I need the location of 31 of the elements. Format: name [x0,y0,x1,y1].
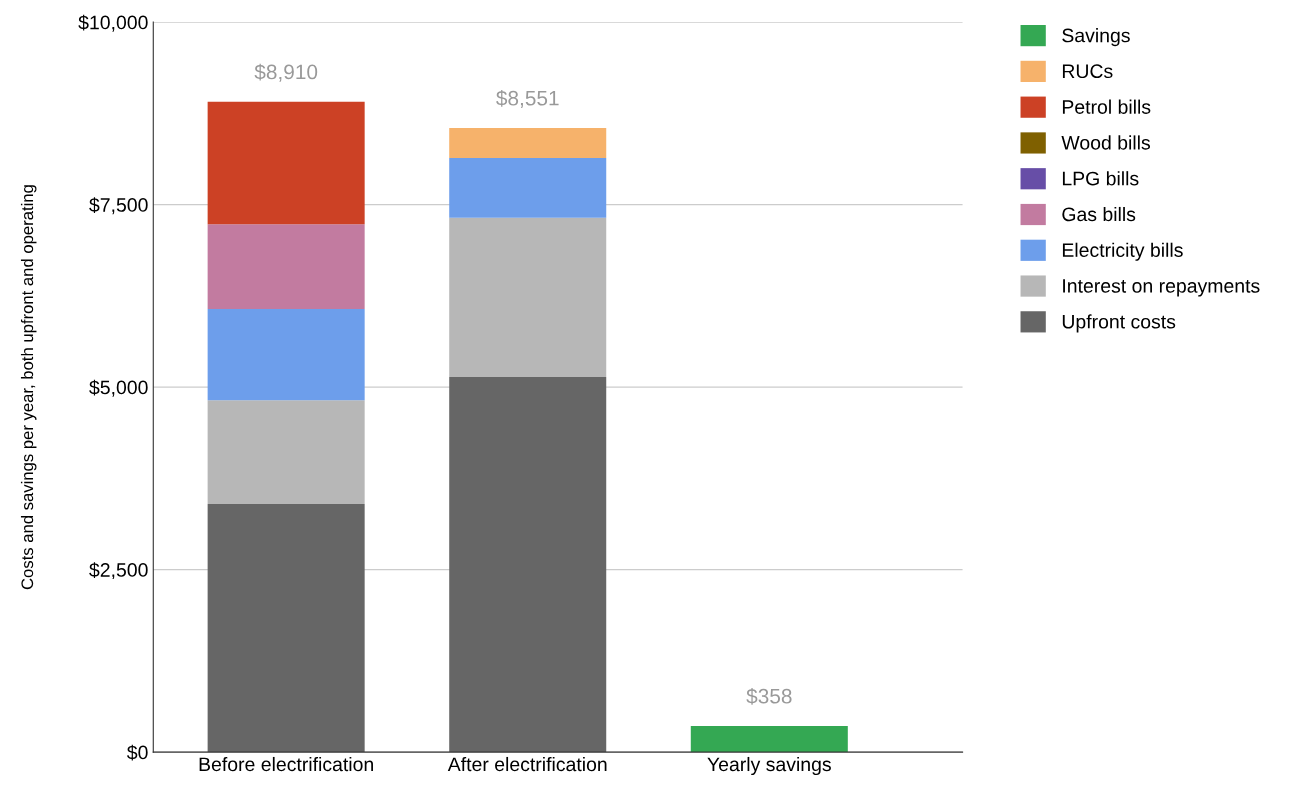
legend-label: Electricity bills [1062,242,1183,261]
bar [207,400,365,504]
x-tick-label: Yearly savings [707,756,831,776]
legend-label: Interest on repayments [1063,279,1260,297]
legend-label: LPG bills [1062,171,1139,186]
legend-label: RUCs [1062,64,1113,79]
bar [449,217,607,377]
legend-label: Gas bills [1062,206,1136,222]
bar [449,127,607,158]
bar [690,725,848,753]
legend-label: Upfront costs [1062,314,1176,333]
total-label: $8,551 [496,89,559,108]
total-label: $8,910 [254,63,318,82]
legend-label: Petrol bills [1062,99,1151,114]
legend-label: Wood bills [1061,135,1151,150]
bar [207,308,365,401]
y-axis-title: Costs and savings per year, both upfront and operating [20,185,37,590]
y-tick-label: $10,000 [78,14,148,32]
bar [449,157,607,218]
y-tick-label: $5,000 [89,379,148,397]
legend-label: Savings [1062,28,1130,47]
total-label: $358 [746,687,792,705]
y-tick-label: $7,500 [89,197,148,215]
bar [207,224,365,309]
bar [449,376,607,753]
bar [207,101,365,225]
x-tick-label: After electrification [447,756,607,772]
bar [207,503,365,753]
y-tick-label: $2,500 [89,562,148,580]
y-tick-label: $0 [127,744,148,761]
x-tick-label: Before electrification [199,756,373,772]
